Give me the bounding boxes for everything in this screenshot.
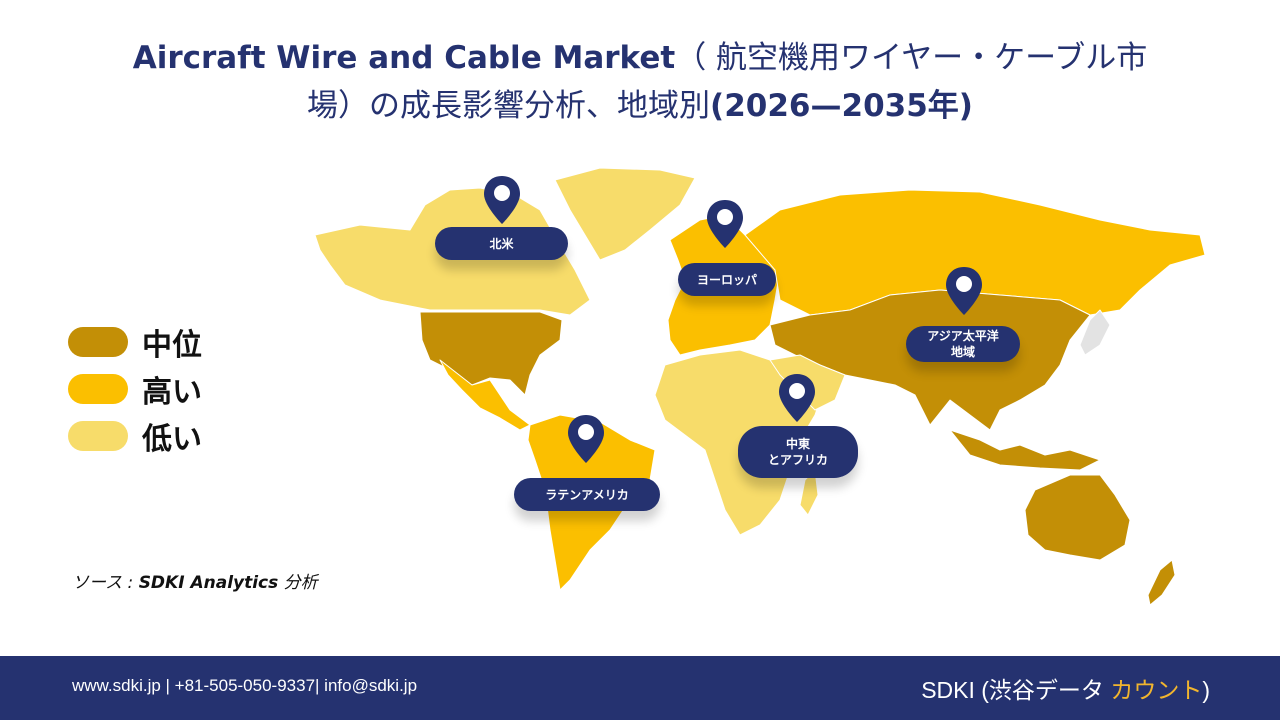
label-latin-america[interactable]: ラテンアメリカ bbox=[514, 478, 660, 511]
brand-close: ) bbox=[1202, 677, 1210, 703]
label-asia-pacific-line2: 地域 bbox=[950, 345, 975, 359]
map-pin-icon[interactable] bbox=[566, 413, 606, 465]
title-en: Aircraft Wire and Cable Market bbox=[132, 40, 676, 76]
label-north-america[interactable]: 北米 bbox=[435, 227, 568, 260]
map-pin-icon[interactable] bbox=[482, 174, 522, 226]
legend-item-high: 高い bbox=[68, 365, 202, 412]
title-jp-1: （ 航空機用ワイヤー・ケーブル市 bbox=[675, 40, 1148, 76]
legend-label: 低い bbox=[142, 421, 202, 457]
legend-label: 高い bbox=[142, 374, 202, 410]
region-new-zealand bbox=[1147, 559, 1176, 606]
footer-contact[interactable]: www.sdki.jp | +81-505-050-9337| info@sdk… bbox=[72, 676, 418, 695]
footer: www.sdki.jp | +81-505-050-9337| info@sdk… bbox=[0, 656, 1280, 720]
map-pin-icon[interactable] bbox=[944, 265, 984, 317]
legend-swatch-low bbox=[68, 420, 128, 451]
source-suffix: 分析 bbox=[278, 573, 318, 593]
legend: 中位 高い 低い bbox=[68, 318, 202, 459]
title-jp-2: 場）の成長影響分析、地域別 bbox=[307, 88, 711, 124]
page-title: Aircraft Wire and Cable Market（ 航空機用ワイヤー… bbox=[0, 34, 1280, 130]
label-middle-east-africa[interactable]: 中東 とアフリカ bbox=[738, 426, 858, 478]
label-asia-pacific[interactable]: アジア太平洋 地域 bbox=[906, 326, 1020, 362]
source-note: ソース : SDKI Analytics 分析 bbox=[72, 568, 318, 593]
label-mea-line1: 中東 bbox=[785, 437, 810, 451]
source-prefix: ソース : bbox=[72, 573, 139, 593]
label-mea-line2: とアフリカ bbox=[767, 453, 828, 467]
map-pin-icon[interactable] bbox=[705, 198, 745, 250]
brand-accent: カウント bbox=[1110, 677, 1203, 703]
title-line-2: 場）の成長影響分析、地域別(2026—2035年) bbox=[0, 82, 1280, 130]
legend-swatch-high bbox=[68, 373, 128, 404]
label-asia-pacific-line1: アジア太平洋 bbox=[927, 329, 999, 343]
region-mexico bbox=[439, 359, 531, 431]
region-usa bbox=[419, 311, 563, 396]
legend-swatch-medium bbox=[68, 326, 128, 357]
legend-item-low: 低い bbox=[68, 412, 202, 459]
legend-item-medium: 中位 bbox=[68, 318, 202, 365]
region-se-asia bbox=[949, 429, 1101, 471]
legend-label: 中位 bbox=[142, 327, 202, 363]
map-pin-icon[interactable] bbox=[777, 372, 817, 424]
footer-brand: SDKI (渋谷データ カウント) bbox=[921, 671, 1210, 705]
brand-main: SDKI (渋谷データ bbox=[921, 677, 1111, 703]
region-australia bbox=[1024, 474, 1131, 561]
title-line-1: Aircraft Wire and Cable Market（ 航空機用ワイヤー… bbox=[0, 34, 1280, 82]
title-years: (2026—2035年) bbox=[710, 88, 973, 124]
world-map bbox=[314, 167, 1206, 606]
region-japan bbox=[1079, 309, 1111, 356]
region-greenland bbox=[554, 167, 696, 261]
label-europe[interactable]: ヨーロッパ bbox=[678, 263, 776, 296]
source-name: SDKI Analytics bbox=[138, 573, 279, 593]
